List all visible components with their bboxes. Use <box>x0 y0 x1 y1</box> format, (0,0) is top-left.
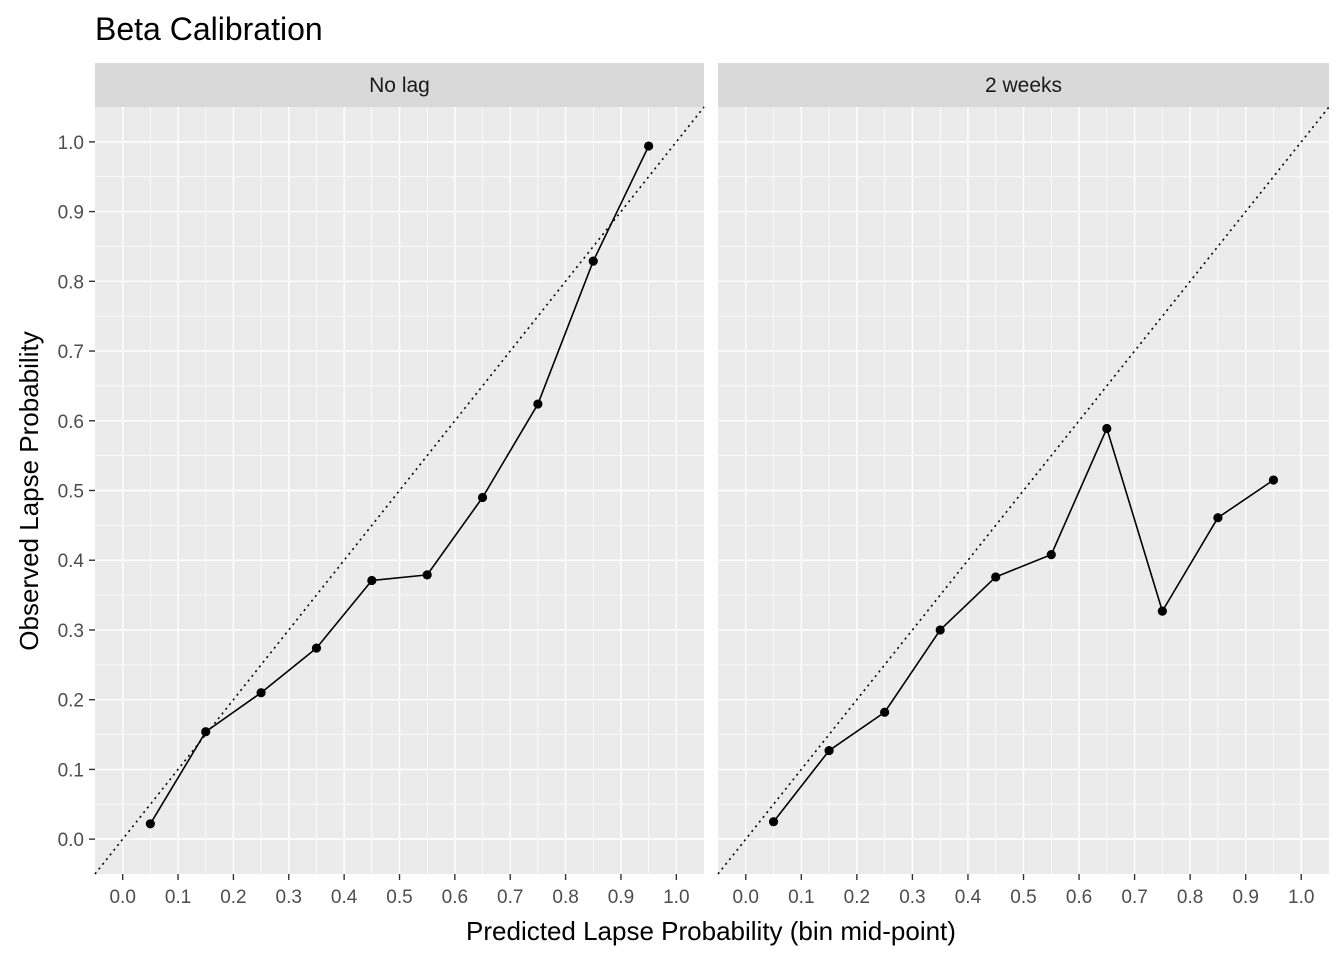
y-tick-label: 0.0 <box>58 830 84 851</box>
reference-diagonal <box>717 106 1330 875</box>
data-point <box>1157 606 1167 616</box>
x-tick-label: 0.8 <box>1177 887 1203 908</box>
data-point <box>1102 423 1112 434</box>
x-axis-title: Predicted Lapse Probability (bin mid-poi… <box>466 916 956 946</box>
data-point <box>644 141 654 151</box>
series-segment <box>537 260 595 405</box>
y-tick-label: 0.9 <box>58 203 84 224</box>
series-segment <box>883 629 941 713</box>
series-segment <box>995 553 1052 578</box>
series-segment <box>1106 428 1164 612</box>
x-axis: 0.0 0.1 0.2 0.3 0.4 0.5 0.6 0.7 0.8 0.9 1.0 <box>109 874 690 908</box>
x-tick-label: 0.7 <box>497 887 523 908</box>
x-tick-label: 0.6 <box>442 887 468 908</box>
y-tick-label: 1.0 <box>58 133 84 154</box>
data-point <box>256 688 266 698</box>
data-point <box>588 256 598 266</box>
data-point <box>1213 513 1223 523</box>
x-tick-label: 0.0 <box>733 887 759 908</box>
x-tick-label: 0.5 <box>386 887 412 908</box>
x-tick-label: 0.2 <box>220 887 246 908</box>
series-segment <box>426 497 484 576</box>
x-tick-label: 0.8 <box>552 887 578 908</box>
grid-lines <box>95 107 704 874</box>
data-points <box>145 141 654 829</box>
x-tick-label: 0.2 <box>844 887 870 908</box>
x-tick-label: 0.6 <box>1066 887 1092 908</box>
x-tick-label: 0.4 <box>331 887 358 908</box>
series-segment <box>149 731 207 825</box>
y-axis: 0.0 0.1 0.2 0.3 0.4 0.5 0.6 0.7 0.8 0.9 1.0 <box>58 133 95 851</box>
data-point <box>201 727 211 737</box>
facet-strip-label: No lag <box>369 74 430 97</box>
chart-title: Beta Calibration <box>95 11 323 47</box>
y-tick-label: 0.7 <box>58 342 84 363</box>
facet-strip <box>718 63 1329 107</box>
data-point <box>768 817 779 827</box>
series-segment <box>205 692 262 733</box>
data-points <box>768 423 1279 827</box>
x-tick-label: 0.1 <box>165 887 191 908</box>
series-segment <box>1050 428 1108 555</box>
x-tick-label: 0.4 <box>955 887 982 908</box>
series-segment <box>315 579 373 649</box>
data-point <box>311 643 322 653</box>
grid-lines <box>718 107 1329 874</box>
facet-strip-label: 2 weeks <box>985 74 1062 97</box>
series-segment <box>939 576 997 631</box>
data-point <box>991 572 1001 582</box>
x-tick-label: 0.3 <box>899 887 925 908</box>
series-segment <box>1217 479 1274 519</box>
x-tick-label: 0.3 <box>276 887 302 908</box>
data-point <box>422 570 432 580</box>
panel-2: 2 weeks 0.0 0.1 0.2 0.3 0.4 0.5 0.6 0.7 0.8 0.9 1.0 <box>717 63 1330 908</box>
data-point <box>935 625 945 635</box>
series-segment <box>592 145 650 262</box>
data-point <box>1046 550 1056 560</box>
x-tick-label: 0.0 <box>109 887 135 908</box>
data-point <box>1268 475 1279 485</box>
data-point <box>477 492 488 503</box>
data-point <box>880 707 890 717</box>
x-tick-label: 1.0 <box>1288 887 1314 908</box>
y-axis-title: Observed Lapse Probability <box>14 331 44 650</box>
series-segment <box>481 403 539 498</box>
y-tick-label: 0.4 <box>58 551 85 572</box>
data-point <box>367 575 377 586</box>
data-point <box>145 819 155 829</box>
y-tick-label: 0.6 <box>58 412 84 433</box>
y-tick-label: 0.8 <box>58 272 84 293</box>
y-tick-label: 0.2 <box>58 691 84 712</box>
x-tick-label: 0.5 <box>1010 887 1036 908</box>
x-axis: 0.0 0.1 0.2 0.3 0.4 0.5 0.6 0.7 0.8 0.9 1.0 <box>733 874 1314 908</box>
series-line <box>149 145 650 825</box>
y-tick-label: 0.5 <box>58 482 84 503</box>
facet-strip <box>95 63 704 107</box>
x-tick-label: 0.1 <box>788 887 814 908</box>
data-point <box>824 745 834 756</box>
series-segment <box>772 750 830 823</box>
x-tick-label: 0.9 <box>1232 887 1258 908</box>
series-segment <box>371 574 428 582</box>
y-tick-label: 0.3 <box>58 621 84 642</box>
series-segment <box>828 711 886 752</box>
data-point <box>533 399 543 409</box>
series-segment <box>260 647 317 694</box>
series-line <box>772 428 1274 823</box>
x-tick-label: 1.0 <box>663 887 689 908</box>
x-tick-label: 0.9 <box>608 887 634 908</box>
x-tick-label: 0.7 <box>1121 887 1147 908</box>
y-tick-label: 0.1 <box>58 760 84 781</box>
series-segment <box>1161 517 1219 612</box>
